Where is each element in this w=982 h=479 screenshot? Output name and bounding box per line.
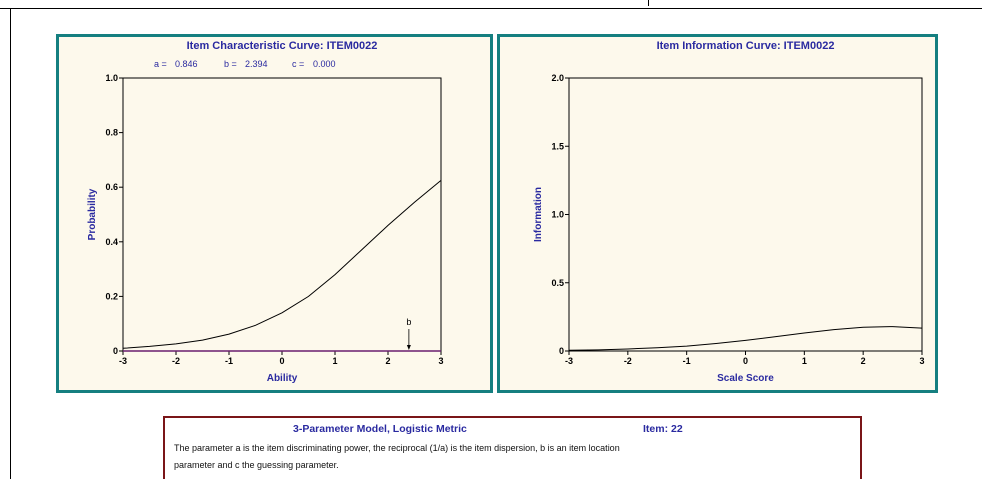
icc-title: Item Characteristic Curve: ITEM0022 <box>187 40 378 52</box>
icc-chart-panel: Item Characteristic Curve: ITEM0022 a = 0.… <box>56 34 493 393</box>
icc-xtick-label: -1 <box>225 356 233 366</box>
iic-chart: Item Information Curve: ITEM0022 0 0.5 1.0 1… <box>533 40 925 384</box>
iic-xtick-label: 3 <box>919 356 924 366</box>
icc-param-label: c = <box>292 59 304 69</box>
iic-xtick-label: 0 <box>743 356 748 366</box>
item-number: Item: 22 <box>643 423 683 435</box>
icc-ytick-label: 0 <box>113 346 118 356</box>
icc-xtick-label: 1 <box>332 356 337 366</box>
iic-xtick-label: 2 <box>861 356 866 366</box>
iic-xtick-label: -3 <box>565 356 573 366</box>
iic-xlabel: Scale Score <box>717 373 774 384</box>
icc-xtick-label: -2 <box>172 356 180 366</box>
iic-ytick-label: 0 <box>559 346 564 356</box>
icc-param-value: 0.846 <box>175 59 198 69</box>
model-title: 3-Parameter Model, Logistic Metric <box>293 423 467 435</box>
icc-ytick-label: 0.8 <box>105 128 118 138</box>
icc-xtick-label: 3 <box>438 356 443 366</box>
frame-tick <box>648 0 649 6</box>
iic-ytick-label: 1.0 <box>551 210 564 220</box>
iic-ytick-label: 0.5 <box>551 278 564 288</box>
icc-b-marker-label: b <box>406 317 411 327</box>
iic-curve <box>568 326 923 351</box>
model-description: The parameter a is the item discriminati… <box>174 443 620 470</box>
icc-b-marker-arrow <box>406 345 411 350</box>
frame-top-rule <box>0 8 982 9</box>
icc-xtick-label: -3 <box>119 356 127 366</box>
iic-ylabel: Information <box>533 187 544 242</box>
icc-ytick-label: 1.0 <box>105 73 118 83</box>
iic-ytick-label: 1.5 <box>551 141 564 151</box>
icc-ylabel: Probability <box>87 188 98 240</box>
iic-title: Item Information Curve: ITEM0022 <box>657 40 835 52</box>
icc-xlabel: Ability <box>267 373 298 384</box>
icc-param-value: 0.000 <box>313 59 336 69</box>
icc-plot-frame <box>122 77 442 352</box>
icc-ytick-label: 0.4 <box>105 237 118 247</box>
icc-chart: Item Characteristic Curve: ITEM0022 a = 0.… <box>87 40 444 384</box>
icc-xtick-label: 2 <box>385 356 390 366</box>
icc-ytick-label: 0.2 <box>105 291 118 301</box>
icc-param-label: a = <box>154 59 167 69</box>
iic-xtick-label: -1 <box>683 356 691 366</box>
iic-xtick-label: -2 <box>624 356 632 366</box>
icc-xtick-label: 0 <box>279 356 284 366</box>
icc-curve <box>122 180 442 349</box>
frame-left-rule <box>10 8 11 479</box>
icc-param-label: b = <box>224 59 237 69</box>
iic-chart-panel: Item Information Curve: ITEM0022 0 0.5 1.0 1… <box>497 34 938 393</box>
icc-ytick-label: 0.6 <box>105 182 118 192</box>
iic-ytick-label: 2.0 <box>551 73 564 83</box>
model-info-box: 3-Parameter Model, Logistic Metric Item:… <box>163 416 862 479</box>
icc-param-value: 2.394 <box>245 59 268 69</box>
iic-xtick-label: 1 <box>802 356 807 366</box>
iic-plot-frame <box>568 77 923 352</box>
